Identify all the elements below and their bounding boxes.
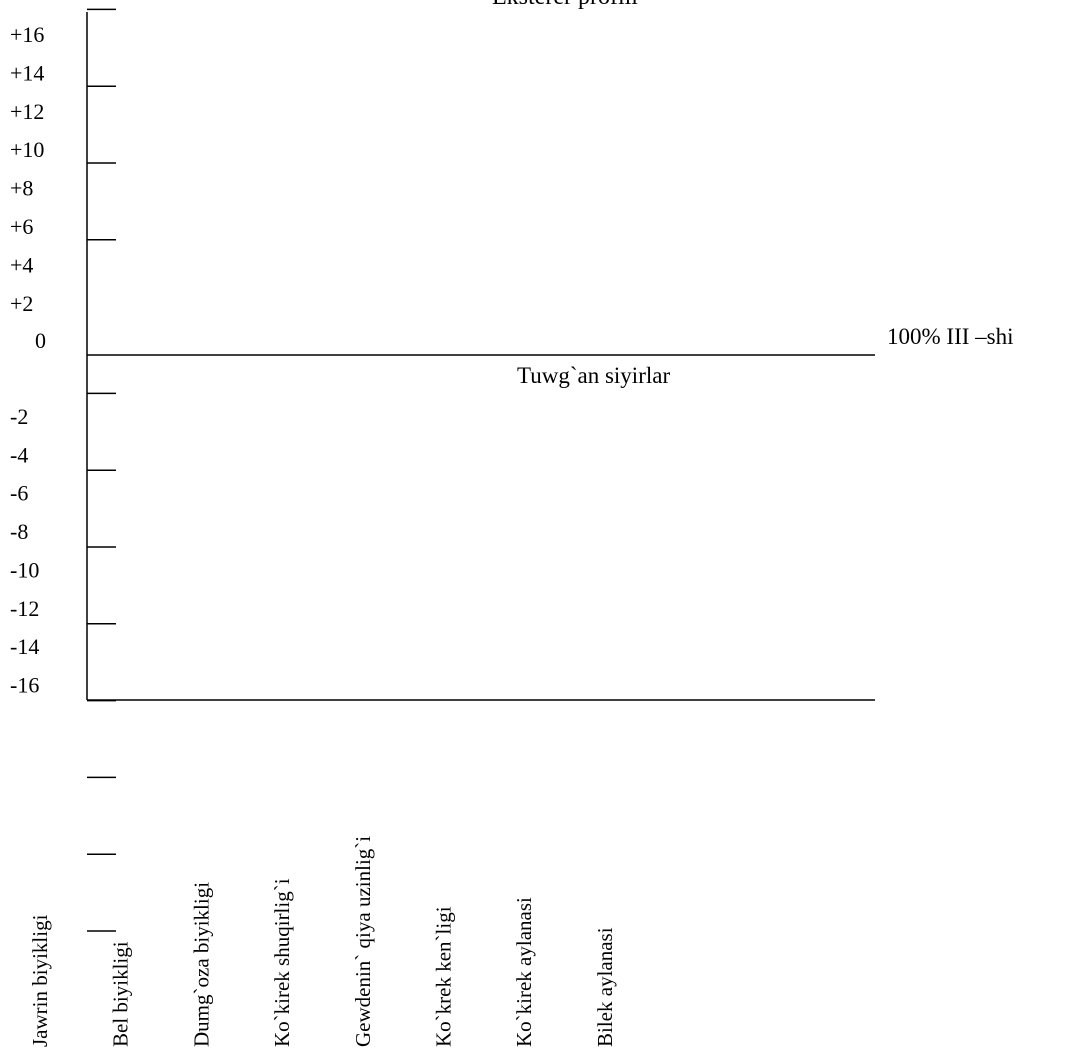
y-tick-label: -14 — [10, 634, 39, 659]
y-tick-label: -10 — [10, 557, 39, 582]
y-tick-label: -2 — [10, 404, 28, 429]
y-tick-label: +8 — [10, 176, 33, 201]
y-tick-label: +16 — [10, 22, 44, 47]
chart-title: Eksterer profili — [492, 0, 638, 10]
y-tick-label: +2 — [10, 291, 33, 316]
baseline-label: 100% III –shi — [887, 324, 1013, 349]
y-tick-label: +12 — [10, 99, 44, 124]
x-category-label: Jawrin biyikligi — [28, 914, 52, 1047]
x-category-label: Dumg`oza biyikligi — [189, 882, 213, 1047]
y-tick-label: +14 — [10, 60, 44, 85]
y-tick-label: -6 — [10, 481, 28, 506]
y-tick-label: -16 — [10, 672, 39, 697]
y-tick-label: 0 — [35, 328, 46, 353]
y-tick-label: +10 — [10, 137, 44, 162]
y-tick-label: -12 — [10, 596, 39, 621]
x-category-label: Ko`kirek aylanasi — [512, 897, 536, 1047]
x-category-label: Ko`krek ken`ligi — [432, 906, 456, 1047]
annotation-label: Tuwg`an siyirlar — [517, 363, 670, 388]
x-category-label: Gewdenin` qiya uzinlig`i — [351, 836, 375, 1047]
x-category-label: Bilek aylanasi — [593, 927, 617, 1047]
y-tick-label: +4 — [10, 252, 33, 277]
x-category-label: Bel biyikligi — [109, 941, 133, 1047]
x-category-label: Ko`kirek shuqirlig`i — [270, 878, 294, 1047]
y-tick-label: -4 — [10, 442, 28, 467]
y-tick-label: -8 — [10, 519, 28, 544]
y-tick-label: +6 — [10, 214, 33, 239]
